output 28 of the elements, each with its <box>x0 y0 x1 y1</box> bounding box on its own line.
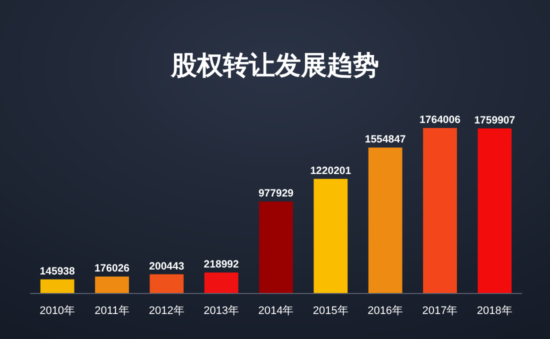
x-tick-label: 2015年 <box>312 305 348 317</box>
data-label: 977929 <box>258 188 294 200</box>
x-tick-label: 2017年 <box>422 305 458 317</box>
data-label: 1764006 <box>420 114 461 126</box>
chart-title: 股权转让发展趋势 <box>170 50 379 80</box>
data-label: 176026 <box>94 262 130 275</box>
bar <box>314 178 348 293</box>
bar <box>204 272 238 293</box>
x-tick-label: 2010年 <box>40 305 76 317</box>
bar <box>40 279 74 293</box>
bar <box>478 128 512 293</box>
data-label: 200443 <box>149 260 184 272</box>
x-tick-label: 2012年 <box>148 305 184 317</box>
x-tick-label: 2013年 <box>204 305 240 317</box>
data-label: 218992 <box>204 258 240 271</box>
data-label: 1759907 <box>474 114 516 126</box>
x-tick-label: 2011年 <box>94 305 130 317</box>
data-label: 1554847 <box>364 134 406 146</box>
data-label: 145938 <box>40 265 76 278</box>
x-tick-label: 2016年 <box>368 305 404 317</box>
bar <box>423 128 457 293</box>
x-tick-label: 2014年 <box>258 305 294 317</box>
bar <box>259 202 293 293</box>
bar <box>368 148 402 293</box>
x-tick-label: 2018年 <box>476 305 512 317</box>
data-label: 1220201 <box>310 164 352 177</box>
bar <box>150 274 184 293</box>
bar <box>95 276 129 293</box>
